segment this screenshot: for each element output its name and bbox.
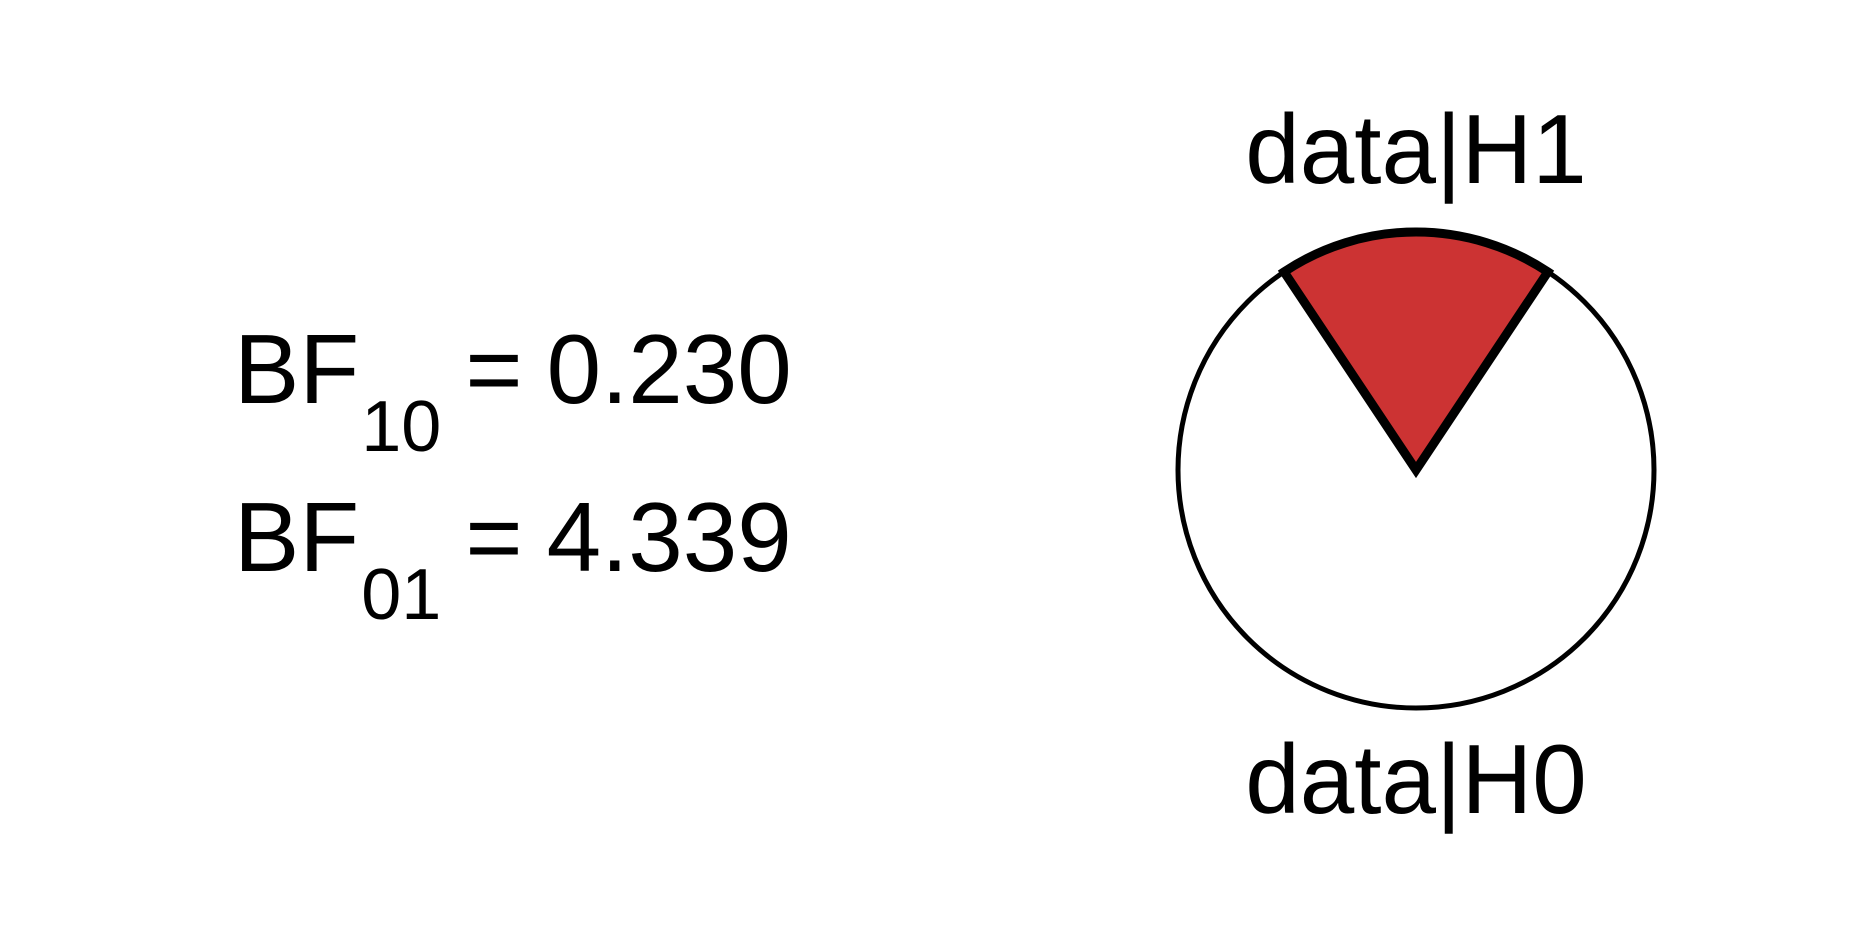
pie-slice-h1 (1277, 227, 1555, 479)
bf10-equals: = (465, 314, 523, 424)
pie-chart: data|H1 data|H0 (1175, 94, 1657, 834)
bf01-line: BF01= 4.339 (234, 488, 792, 631)
bf01-subscript: 01 (361, 555, 442, 635)
bf10-subscript: 10 (361, 387, 442, 467)
bf01-equals: = (465, 482, 523, 592)
bf01-label: BF (234, 482, 360, 592)
bf10-value: 0.230 (546, 314, 792, 424)
pie-label-bottom: data|H0 (1245, 724, 1586, 834)
bf10-line: BF10= 0.230 (234, 320, 792, 463)
bf10-label: BF (234, 314, 360, 424)
bf01-value: 4.339 (546, 482, 792, 592)
pie-label-top: data|H1 (1245, 94, 1586, 204)
